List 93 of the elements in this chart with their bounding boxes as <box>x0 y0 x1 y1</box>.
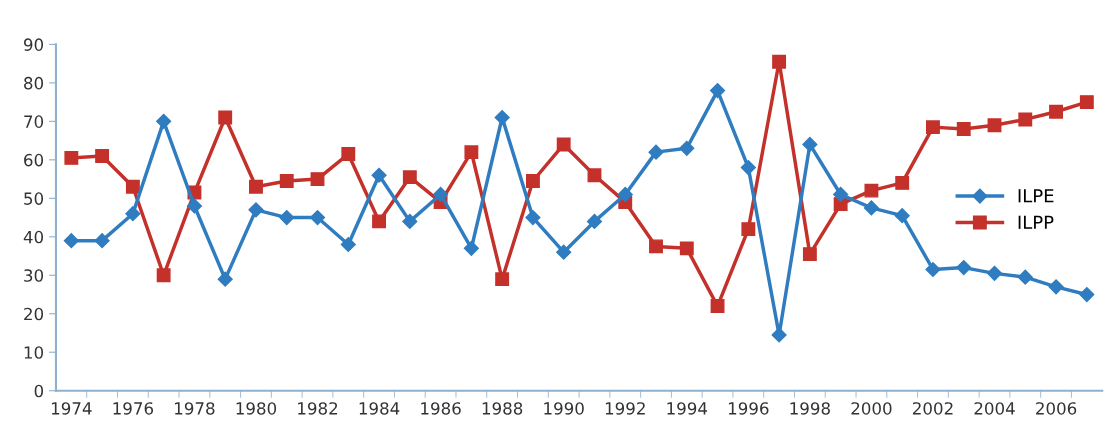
legend-label: ILPP <box>1018 215 1054 229</box>
y-tick-label: 50 <box>24 192 44 205</box>
x-tick-label: 1974 <box>51 402 92 415</box>
point <box>433 186 449 203</box>
point <box>125 206 141 222</box>
x-tick-label: 1978 <box>175 402 215 415</box>
point <box>802 136 818 153</box>
point <box>709 83 726 99</box>
point <box>310 172 325 187</box>
point <box>895 175 910 190</box>
y-tick-label: 30 <box>24 269 44 282</box>
point <box>894 208 910 224</box>
point <box>156 268 171 283</box>
point <box>217 271 233 287</box>
point <box>63 233 79 249</box>
point <box>741 222 756 237</box>
point <box>1079 95 1094 110</box>
point <box>1017 269 1033 285</box>
point <box>1049 104 1064 119</box>
point <box>372 214 387 229</box>
point <box>495 272 510 287</box>
x-tick-label: 1984 <box>359 402 400 415</box>
point <box>186 198 202 214</box>
x-tick-label: 1998 <box>790 402 830 415</box>
point <box>371 167 387 183</box>
x-tick-label: 1980 <box>236 402 277 415</box>
x-tick-label: 1982 <box>298 402 338 415</box>
point <box>926 120 940 135</box>
point <box>556 244 572 260</box>
point <box>833 186 849 203</box>
point <box>864 183 879 198</box>
point <box>956 122 971 137</box>
point <box>464 145 479 160</box>
point <box>648 144 664 160</box>
x-tick-label: 1990 <box>544 402 584 415</box>
point <box>309 209 326 226</box>
point <box>1079 286 1095 303</box>
y-tick-label: 60 <box>24 153 44 167</box>
point <box>494 109 510 126</box>
point <box>525 209 541 226</box>
point <box>586 213 603 229</box>
y-tick-label: 10 <box>24 346 44 359</box>
point <box>649 239 663 254</box>
point <box>679 140 695 156</box>
point <box>925 261 941 278</box>
point <box>341 147 356 162</box>
point <box>340 236 356 253</box>
x-tick-label: 1996 <box>728 402 769 415</box>
point <box>64 150 79 165</box>
point <box>249 179 263 194</box>
point <box>802 247 817 262</box>
point <box>987 118 1002 133</box>
y-tick-label: 90 <box>23 38 44 51</box>
legend-label: ILPE <box>1018 189 1054 203</box>
x-tick-label: 1992 <box>605 402 645 415</box>
point <box>279 174 294 188</box>
y-tick-label: 80 <box>24 76 44 90</box>
point <box>617 186 633 203</box>
point <box>556 137 571 152</box>
point <box>710 299 725 314</box>
point <box>95 149 110 163</box>
point <box>956 260 972 276</box>
x-tick-label: 2002 <box>912 402 953 415</box>
x-tick-label: 1988 <box>482 402 523 415</box>
point <box>94 233 110 249</box>
point <box>156 113 172 129</box>
point <box>679 241 694 256</box>
y-tick-label: 20 <box>24 307 44 321</box>
x-tick-label: 1994 <box>667 402 708 415</box>
y-tick-label: 0 <box>34 384 44 398</box>
point <box>402 213 418 229</box>
point <box>986 265 1003 281</box>
point <box>863 200 879 216</box>
point <box>1048 279 1064 295</box>
point <box>279 209 295 226</box>
point <box>248 202 264 218</box>
point <box>463 240 479 256</box>
point <box>125 179 140 194</box>
x-tick-label: 1986 <box>421 402 461 415</box>
x-tick-label: 2004 <box>974 402 1015 415</box>
point <box>772 54 787 69</box>
point <box>218 110 233 125</box>
y-tick-label: 70 <box>24 115 44 128</box>
point <box>1018 112 1033 127</box>
x-tick-label: 1976 <box>113 402 154 415</box>
point <box>402 170 417 185</box>
y-tick-label: 40 <box>23 230 44 244</box>
point <box>740 159 756 176</box>
x-tick-label: 2006 <box>1036 402 1077 415</box>
point <box>525 174 540 188</box>
point <box>587 168 602 183</box>
x-tick-label: 2000 <box>851 402 892 415</box>
point <box>771 327 787 343</box>
